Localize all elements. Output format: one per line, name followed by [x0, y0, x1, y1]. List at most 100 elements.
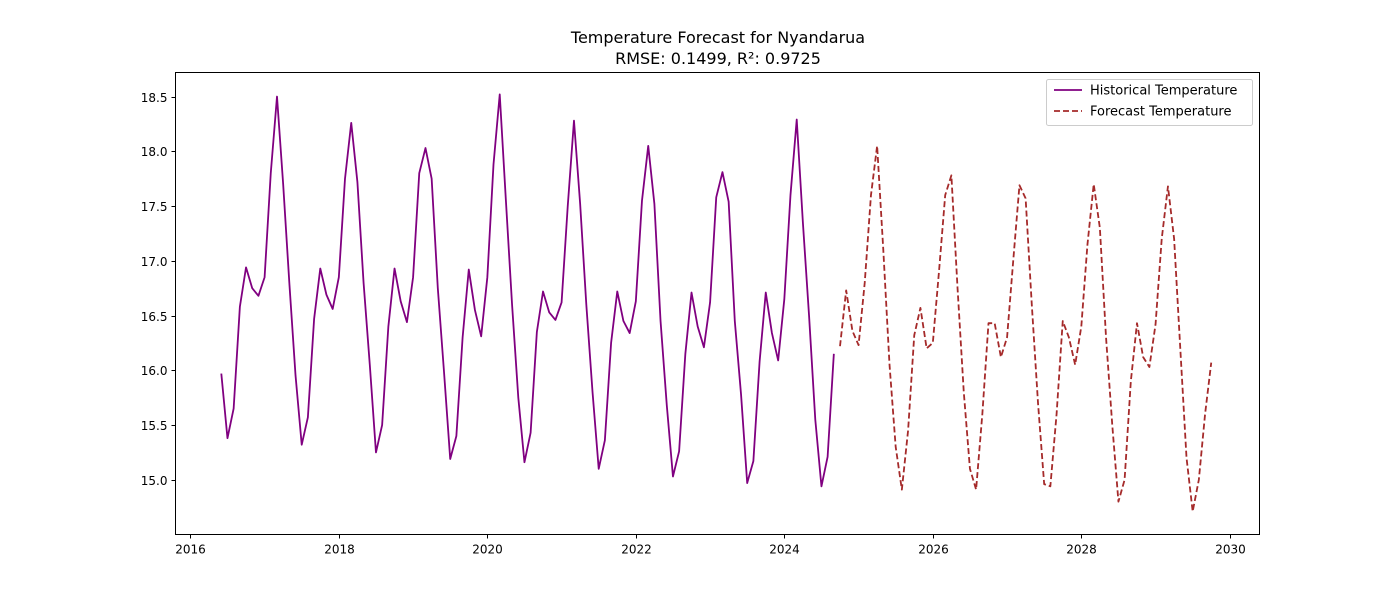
data-point	[765, 292, 767, 294]
data-point	[585, 304, 587, 306]
data-point	[363, 282, 365, 284]
y-tick-label: 16.0	[141, 364, 168, 378]
data-point	[592, 391, 594, 393]
data-point	[282, 183, 284, 185]
data-point	[1074, 364, 1076, 366]
data-point	[1031, 304, 1033, 306]
data-point	[307, 416, 309, 418]
data-point	[789, 194, 791, 196]
data-point	[721, 171, 723, 173]
data-point	[709, 301, 711, 303]
data-point	[635, 300, 637, 302]
data-point	[1204, 413, 1206, 415]
data-point	[938, 271, 940, 273]
data-point	[220, 373, 222, 375]
data-point	[1086, 243, 1088, 245]
data-point	[449, 458, 451, 460]
data-point	[1099, 227, 1101, 229]
y-tick-label: 15.5	[141, 419, 168, 433]
legend-label-forecast: Forecast Temperature	[1090, 105, 1232, 120]
data-point	[963, 391, 965, 393]
data-point	[1210, 362, 1212, 364]
data-point	[474, 309, 476, 311]
data-point	[988, 322, 990, 324]
data-point	[400, 300, 402, 302]
data-point	[895, 446, 897, 448]
axes-layer: 2016 2018 2020 2022 2024 2026 2028 2030 15.0 15.5…	[141, 91, 1246, 557]
data-point	[480, 335, 482, 337]
data-point	[740, 393, 742, 395]
data-point	[691, 292, 693, 294]
data-point	[462, 336, 464, 338]
data-point	[369, 364, 371, 366]
data-point	[802, 221, 804, 223]
data-point	[777, 359, 779, 361]
x-tick-label: 2030	[1215, 543, 1246, 557]
data-point	[839, 345, 841, 347]
data-point	[1142, 356, 1144, 358]
data-point	[1037, 402, 1039, 404]
data-point	[653, 203, 655, 205]
data-point	[1192, 511, 1194, 513]
data-point	[319, 267, 321, 269]
data-point	[1068, 336, 1070, 338]
data-point	[1161, 238, 1163, 240]
x-tick-label: 2018	[324, 543, 355, 557]
data-point	[796, 119, 798, 121]
data-point	[907, 430, 909, 432]
y-tick-label: 17.5	[141, 200, 168, 214]
data-point	[344, 178, 346, 180]
legend-box	[1046, 79, 1253, 126]
data-point	[233, 408, 235, 410]
data-point	[901, 489, 903, 491]
data-point	[301, 444, 303, 446]
data-point	[1173, 238, 1175, 240]
data-point	[499, 93, 501, 95]
data-point	[919, 307, 921, 309]
data-point	[759, 361, 761, 363]
data-point	[387, 325, 389, 327]
data-point	[666, 404, 668, 406]
data-point	[771, 332, 773, 334]
data-point	[1049, 485, 1051, 487]
data-point	[728, 201, 730, 203]
data-point	[542, 290, 544, 292]
data-point	[1179, 347, 1181, 349]
y-tick-label: 17.0	[141, 255, 168, 269]
data-point	[715, 196, 717, 198]
data-point	[424, 147, 426, 149]
data-point	[486, 276, 488, 278]
data-point	[610, 342, 612, 344]
data-point	[270, 172, 272, 174]
x-tick-label: 2028	[1066, 543, 1097, 557]
data-point	[264, 276, 266, 278]
data-point	[505, 200, 507, 202]
series-layer	[220, 93, 1213, 513]
data-point	[332, 308, 334, 310]
data-point	[1018, 184, 1020, 186]
data-point	[1056, 413, 1058, 415]
data-point	[913, 334, 915, 336]
data-point	[957, 287, 959, 289]
data-point	[889, 364, 891, 366]
data-point	[567, 205, 569, 207]
data-point	[530, 432, 532, 434]
data-point	[548, 311, 550, 313]
data-point	[950, 174, 952, 176]
data-point	[394, 267, 396, 269]
data-point	[288, 282, 290, 284]
y-tick-label: 15.0	[141, 474, 168, 488]
data-point	[431, 178, 433, 180]
data-point	[412, 276, 414, 278]
data-point	[338, 276, 340, 278]
data-point	[573, 120, 575, 122]
data-point	[647, 145, 649, 147]
data-point	[833, 353, 835, 355]
data-point	[1130, 380, 1132, 382]
data-point	[1062, 320, 1064, 322]
data-point	[969, 468, 971, 470]
data-point	[870, 194, 872, 196]
data-point	[561, 301, 563, 303]
data-point	[697, 325, 699, 327]
